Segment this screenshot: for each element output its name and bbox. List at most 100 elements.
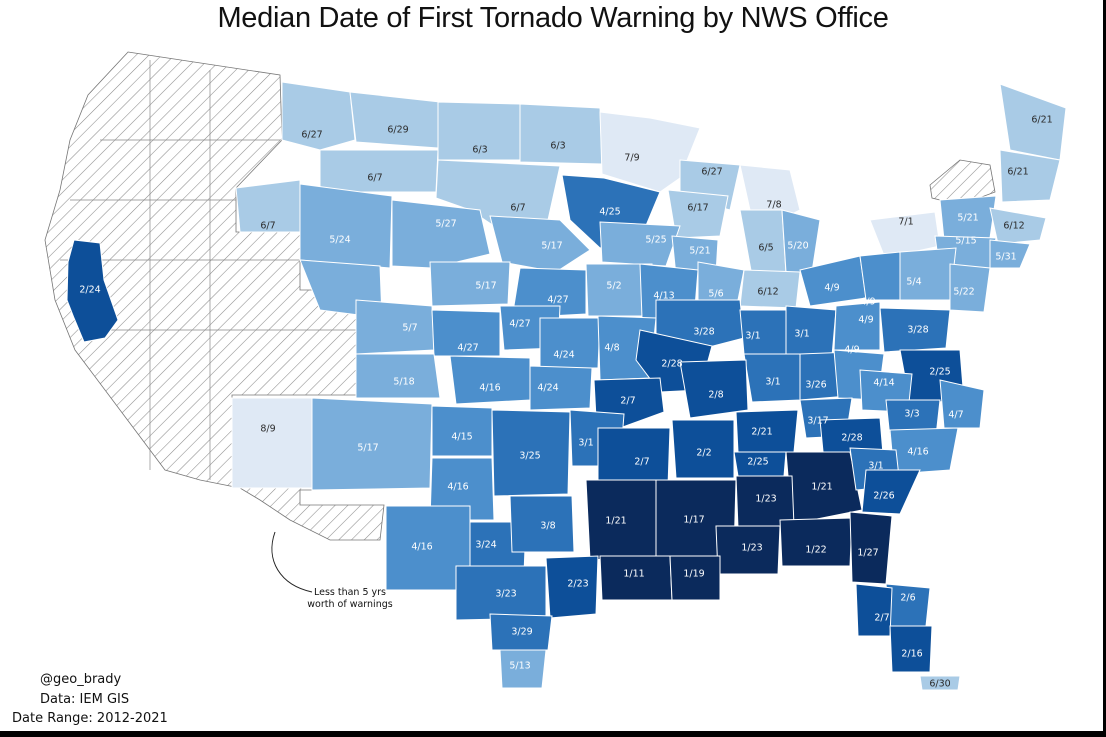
office-region-gld xyxy=(429,261,511,307)
office-label-lch: 1/21 xyxy=(605,516,626,527)
office-label-mpx: 4/25 xyxy=(599,207,620,218)
office-label-byz: 6/7 xyxy=(367,173,382,184)
office-label-mhx: 4/7 xyxy=(948,410,963,421)
office-label-bmx: 1/23 xyxy=(755,494,776,505)
office-region-ctp xyxy=(859,251,901,301)
office-region-ilm xyxy=(861,469,921,515)
office-region-gjt xyxy=(355,299,435,355)
office-label-eax: 4/24 xyxy=(553,350,574,361)
office-label-ilm: 2/26 xyxy=(873,491,894,502)
office-region-crp xyxy=(489,613,553,651)
office-label-lzk: 2/7 xyxy=(620,396,635,407)
office-label-sgf: 4/24 xyxy=(537,383,558,394)
office-region-mkx xyxy=(667,189,729,239)
office-label-bro: 5/13 xyxy=(509,661,530,672)
office-label-lzk_n: 2/28 xyxy=(661,359,682,370)
office-region-ama xyxy=(431,405,493,457)
office-label-ilx: 4/13 xyxy=(653,291,674,302)
office-label-rlx: 4/9 xyxy=(844,345,859,356)
office-region-lbf xyxy=(391,199,491,269)
office-label-mfl: 2/16 xyxy=(901,649,922,660)
office-label-grb: 6/27 xyxy=(701,167,722,178)
office-region-hgx_n xyxy=(509,495,575,553)
office-label-jan_n: 2/2 xyxy=(696,448,711,459)
office-label-hun: 2/25 xyxy=(747,457,768,468)
office-label-dvn: 5/21 xyxy=(689,246,710,257)
office-label-mrx: 3/17 xyxy=(807,416,828,427)
office-label-cae: 3/1 xyxy=(868,461,883,472)
office-label-jax: 1/27 xyxy=(857,548,878,559)
office-region-byz xyxy=(319,149,439,193)
office-region-lwx xyxy=(879,307,951,353)
office-region-phi xyxy=(949,263,991,313)
office-label-oun: 3/25 xyxy=(519,451,540,462)
office-label-lix: 1/11 xyxy=(623,569,644,580)
office-region-gyx xyxy=(999,149,1061,203)
office-region-tae xyxy=(779,517,853,567)
office-label-lmk: 3/1 xyxy=(765,377,780,388)
office-label-ama: 4/15 xyxy=(451,432,472,443)
office-region-mhx xyxy=(939,379,985,429)
office-label-dlh: 7/9 xyxy=(624,153,639,164)
credit-data: Data: IEM GIS xyxy=(40,692,130,707)
office-label-gld: 5/17 xyxy=(475,281,496,292)
office-label-shv: 2/7 xyxy=(634,457,649,468)
office-label-lsx: 4/8 xyxy=(604,343,619,354)
office-label-pbz: 4/9 xyxy=(858,315,873,326)
office-label-phi: 5/22 xyxy=(953,287,974,298)
office-label-gjt: 5/7 xyxy=(402,323,417,334)
office-region-otx xyxy=(281,81,356,151)
office-label-rnk: 3/3 xyxy=(904,409,919,420)
office-label-abq2: 5/17 xyxy=(357,443,378,454)
office-region-lix2 xyxy=(669,555,721,601)
office-label-key: 6/30 xyxy=(929,679,950,690)
office-region-eax xyxy=(539,317,601,369)
office-region-bgm xyxy=(899,247,957,301)
office-label-ddc: 4/27 xyxy=(457,343,478,354)
office-label-hgx_n: 3/8 xyxy=(540,521,555,532)
office-region-ddc xyxy=(431,309,501,357)
office-label-okx: 5/31 xyxy=(995,252,1016,263)
office-region-tbw xyxy=(855,583,893,637)
office-region-lub xyxy=(429,457,495,521)
office-label-dmx: 5/2 xyxy=(606,281,621,292)
office-label-box: 6/12 xyxy=(1003,221,1024,232)
office-region-mso xyxy=(349,91,441,149)
office-region-abq2 xyxy=(311,397,433,491)
office-label-ind: 3/1 xyxy=(745,331,760,342)
office-label-ict: 4/16 xyxy=(479,383,500,394)
office-label-cle: 4/9 xyxy=(824,283,839,294)
office-label-ctp: 4/9 xyxy=(860,297,875,308)
office-label-grr: 6/5 xyxy=(758,243,773,254)
office-region-oun xyxy=(491,409,571,497)
office-region-okx xyxy=(989,239,1031,269)
office-region-sgf xyxy=(529,365,593,411)
office-label-tae: 1/22 xyxy=(805,545,826,556)
office-label-gsp: 2/28 xyxy=(841,433,862,444)
office-label-crp: 3/29 xyxy=(511,627,532,638)
office-label-maf: 4/16 xyxy=(411,542,432,553)
office-label-bou: 5/17 xyxy=(395,271,416,282)
office-label-dtx: 5/20 xyxy=(787,241,808,252)
office-label-jan: 1/17 xyxy=(683,515,704,526)
office-region-fgf xyxy=(519,103,603,165)
office-label-hgx: 2/23 xyxy=(567,579,588,590)
office-label-gyx: 6/21 xyxy=(1007,167,1028,178)
credit-handle: @geo_brady xyxy=(40,672,122,687)
map-title: Median Date of First Tornado Warning by … xyxy=(217,2,889,34)
office-region-cys xyxy=(299,183,393,269)
office-label-buf: 7/1 xyxy=(898,217,913,228)
office-label-fsd: 5/17 xyxy=(541,241,562,252)
office-region-mfl xyxy=(889,625,933,673)
office-region-box xyxy=(989,207,1047,245)
office-label-fcst: 4/14 xyxy=(873,378,894,389)
office-label-mkx: 6/17 xyxy=(687,203,708,214)
office-label-otx: 6/27 xyxy=(301,130,322,141)
office-label-fwd: 3/24 xyxy=(475,540,496,551)
office-label-btv: 5/21 xyxy=(957,213,978,224)
office-label-mso: 6/29 xyxy=(387,125,408,136)
office-label-aly: 5/15 xyxy=(955,236,976,247)
office-label-ohx: 2/8 xyxy=(708,390,723,401)
